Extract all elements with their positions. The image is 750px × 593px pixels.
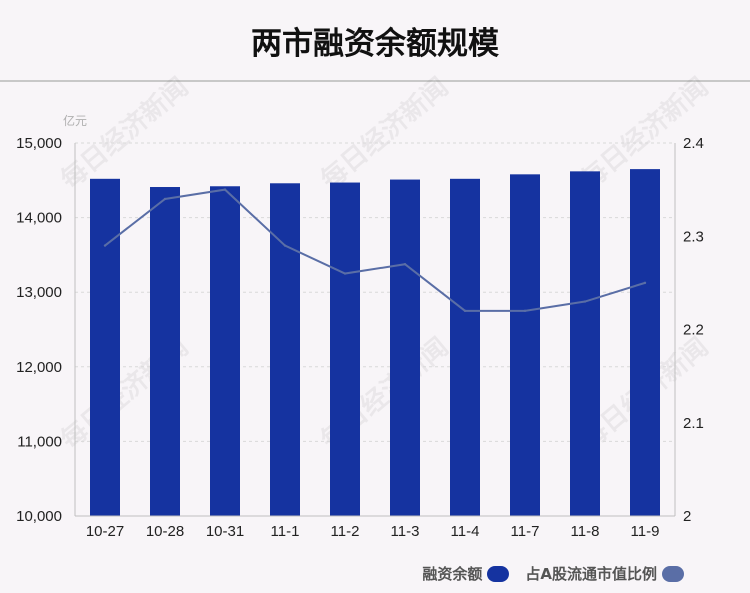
x-tick-label: 10-28 <box>146 523 184 540</box>
bar <box>270 183 300 516</box>
x-tick-label: 10-31 <box>206 523 244 540</box>
ratio-point <box>523 309 527 313</box>
ratio-point <box>463 309 467 313</box>
x-tick-label: 11-4 <box>451 523 480 540</box>
legend: 融资余额 占A股流通市值比例 <box>406 563 684 584</box>
bar <box>450 178 480 517</box>
bar-series <box>90 169 660 517</box>
x-tick-label: 11-1 <box>271 523 300 540</box>
x-tick-label: 10-27 <box>86 523 124 540</box>
ratio-point <box>343 272 347 275</box>
y-right-tick-label: 2.2 <box>683 322 704 339</box>
legend-item-bar: 融资余额 <box>422 563 510 584</box>
y-left-tick-label: 13,000 <box>16 284 62 301</box>
bar <box>330 182 360 516</box>
bar <box>630 169 660 517</box>
title-divider <box>0 80 750 82</box>
y-left-tick-label: 14,000 <box>16 210 62 227</box>
legend-label-line: 占A股流通市值比例 <box>525 565 657 583</box>
y-right-tick-label: 2 <box>683 508 691 525</box>
watermark-text: 每日经济新闻 <box>55 71 194 195</box>
x-tick-label: 11-8 <box>571 523 600 540</box>
legend-label-bar: 融资余额 <box>422 565 483 583</box>
bar <box>90 178 120 517</box>
y-left-tick-label: 15,000 <box>16 135 62 152</box>
y-left-tick-label: 12,000 <box>16 359 62 376</box>
line-series <box>103 188 647 313</box>
y-left-tick-label: 11,000 <box>17 433 62 450</box>
ratio-point <box>223 188 227 191</box>
ratio-point <box>403 263 407 266</box>
y-right-tick-label: 2.3 <box>683 228 704 245</box>
y-left-tick-label: 10,000 <box>16 508 62 525</box>
bar <box>210 186 240 516</box>
ratio-point <box>103 244 107 247</box>
ratio-point <box>283 244 287 247</box>
ratio-point <box>163 197 167 201</box>
legend-swatch-line <box>662 565 684 582</box>
bar <box>510 174 540 516</box>
x-tick-label: 11-3 <box>391 523 420 540</box>
x-tick-label: 11-2 <box>331 523 360 540</box>
x-tick-label: 11-7 <box>511 523 540 540</box>
watermark-text: 每日经济新闻 <box>315 71 454 195</box>
ratio-point <box>583 300 587 303</box>
bar <box>570 171 600 516</box>
x-tick-label: 11-9 <box>631 523 660 540</box>
ratio-line <box>104 188 646 312</box>
bar <box>390 179 420 516</box>
ratio-point <box>643 281 647 285</box>
legend-item-line: 占A股流通市值比例 <box>525 563 684 584</box>
y-right-tick-label: 2.1 <box>683 415 704 432</box>
y-right-tick-label: 2.4 <box>683 135 704 152</box>
legend-swatch-bar <box>487 565 510 582</box>
chart-title: 两市融资余额规模 <box>251 26 499 62</box>
axes: 10,000 11,000 12,000 13,000 14,000 15,000 2 2.1… <box>16 135 704 540</box>
bar <box>150 187 180 516</box>
unit-label: 亿元 <box>63 113 87 128</box>
